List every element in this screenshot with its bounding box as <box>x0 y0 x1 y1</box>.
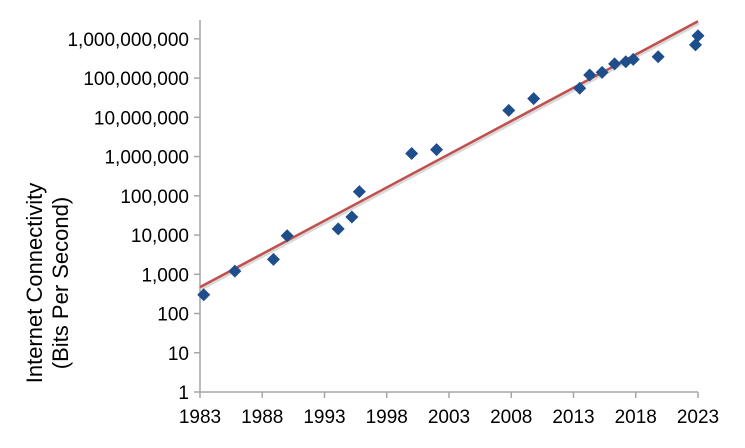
x-tick-label: 1983 <box>179 407 221 428</box>
x-tick-label: 2013 <box>552 407 594 428</box>
data-point <box>583 68 597 82</box>
data-point <box>430 143 444 157</box>
data-point <box>608 57 622 71</box>
data-point <box>228 264 242 278</box>
data-point <box>691 29 705 43</box>
y-tick-label: 1,000 <box>141 265 189 286</box>
y-ticks: 1 10 100 1,000 10,000 100,000 1,000,000 10,000,… <box>67 30 200 404</box>
y-tick-label: 100,000 <box>120 187 189 208</box>
y-tick-label: 100,000,000 <box>83 69 189 90</box>
x-tick-label: 1998 <box>366 407 408 428</box>
data-point <box>626 52 640 66</box>
data-point <box>502 103 516 117</box>
y-tick-label: 10,000 <box>131 226 189 247</box>
data-point <box>651 50 665 64</box>
y-tick-label: 1 <box>178 383 189 404</box>
data-point <box>345 210 359 224</box>
y-tick-label: 1,000,000,000 <box>67 30 189 51</box>
x-tick-label: 2003 <box>428 407 470 428</box>
data-point <box>689 38 703 52</box>
data-point <box>405 146 419 160</box>
x-tick-label: 2008 <box>490 407 532 428</box>
y-tick-label: 10,000,000 <box>94 108 189 129</box>
x-tick-label: 2023 <box>677 407 719 428</box>
y-axis-title-line2: (Bits Per Second) <box>48 197 73 369</box>
data-point <box>527 92 541 106</box>
data-point <box>197 288 211 302</box>
axes <box>199 20 698 393</box>
x-tick-label: 2018 <box>615 407 657 428</box>
data-points <box>197 29 705 302</box>
y-axis-title-line1: Internet Connectivity <box>22 183 47 384</box>
x-ticks: 1983 1988 1993 1998 2003 2008 2013 2018 2023 <box>179 392 719 428</box>
x-tick-label: 1988 <box>241 407 283 428</box>
y-tick-label: 1,000,000 <box>104 148 189 169</box>
x-tick-label: 1993 <box>303 407 345 428</box>
data-point <box>266 252 280 266</box>
data-point <box>573 81 587 95</box>
data-point <box>280 229 294 243</box>
data-point <box>352 185 366 199</box>
y-tick-label: 10 <box>168 344 189 365</box>
y-tick-label: 100 <box>157 305 189 326</box>
data-point <box>595 65 609 79</box>
data-point <box>331 222 345 236</box>
